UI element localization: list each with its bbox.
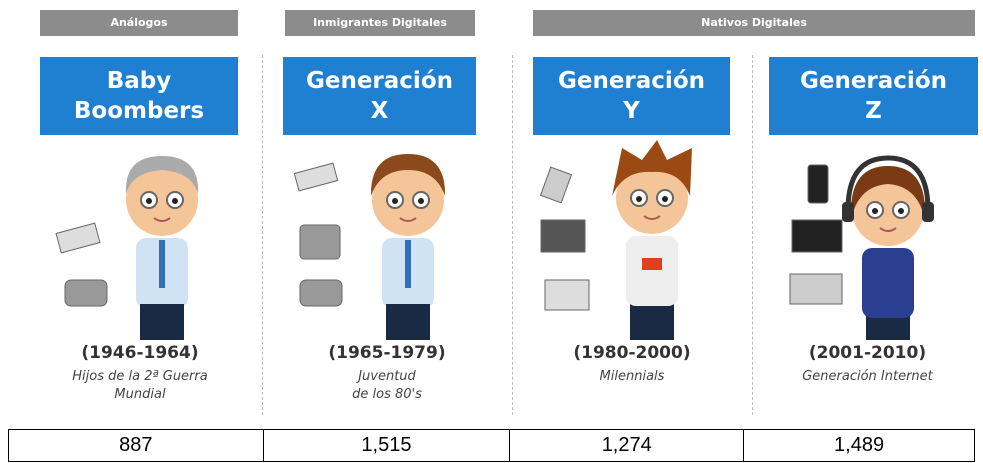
description-line: de los 80's <box>262 386 512 404</box>
gen-x <box>371 154 445 340</box>
title-line: Baby <box>40 66 238 96</box>
description-line: Hijos de la 2ª Guerra <box>20 368 260 386</box>
title-line: Generación <box>283 66 476 96</box>
title-line: Generación <box>769 66 978 96</box>
years: (2001-2010) <box>752 343 983 363</box>
years: (1946-1964) <box>20 343 260 363</box>
description-line: Mundial <box>20 386 260 404</box>
description: Milennials <box>512 368 752 386</box>
years: (1980-2000) <box>512 343 752 363</box>
gen-z <box>842 158 934 340</box>
page: Análogos Inmigrantes Digitales Nativos D… <box>0 0 983 463</box>
title-line: Z <box>769 96 978 126</box>
description-line: Generación Internet <box>752 368 983 386</box>
table-cell: 1,274 <box>510 430 744 462</box>
table-cell: 1,515 <box>263 430 510 462</box>
group-label: Análogos <box>40 10 238 36</box>
title-line: Generación <box>533 66 730 96</box>
description: Generación Internet <box>752 368 983 386</box>
description-line: Juventud <box>262 368 512 386</box>
table-cell: 887 <box>9 430 264 462</box>
group-label: Inmigrantes Digitales <box>285 10 475 36</box>
title-line: Y <box>533 96 730 126</box>
description-line: Milennials <box>512 368 752 386</box>
title-line: X <box>283 96 476 126</box>
group-label: Nativos Digitales <box>533 10 975 36</box>
years: (1965-1979) <box>262 343 512 363</box>
gen-y <box>612 140 692 340</box>
table-cell: 1,489 <box>744 430 975 462</box>
illustrations <box>0 140 983 340</box>
baby-boomer <box>126 156 198 340</box>
title-line: Boombers <box>40 96 238 126</box>
